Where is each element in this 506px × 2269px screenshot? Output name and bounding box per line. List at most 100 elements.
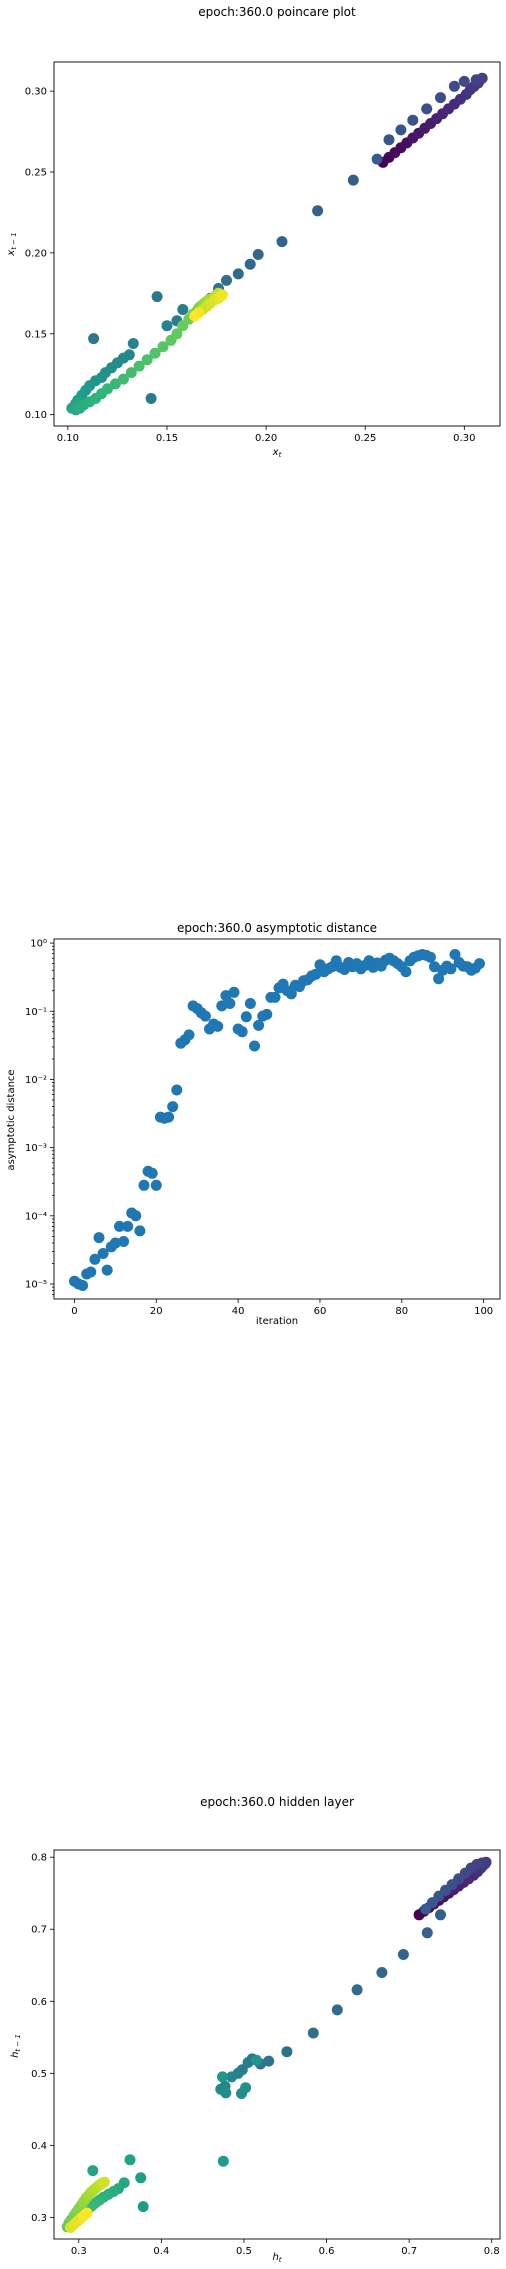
data-point [117,373,129,385]
data-point [157,341,169,353]
plot-area: 0.3 0.4 0.5 0.6 0.7 0.8 0.3 0.4 0.5 0.6 0.7 0.8 [31,1849,501,2257]
data-point [312,205,324,217]
data-point [130,1210,142,1222]
data-point [383,134,395,146]
data-point [236,1026,248,1038]
x-tick-label: 0.7 [401,2246,417,2257]
data-point [93,1232,105,1244]
data-point [429,961,440,973]
data-point [77,1280,89,1291]
plot-area: 0 20 40 60 80 100 10⁻⁵ 10⁻⁴ 10⁻³ 10⁻² 10⁻¹ 10⁰ [25,938,501,1317]
data-point [85,1266,97,1278]
data-point [252,249,264,260]
data-point [285,988,297,1000]
data-point [347,174,359,186]
data-point [114,1220,125,1232]
y-tick-label: 0.7 [31,1925,47,1936]
data-point [281,2046,293,2058]
data-point [250,2054,262,2066]
y-tick-label: 10⁻⁵ [25,1280,47,1291]
data-point [376,1967,388,1978]
data-point [458,75,470,87]
x-tick-label: 0.30 [453,433,475,444]
y-tick-label: 0.5 [31,2069,47,2080]
data-point [151,291,163,303]
data-point [122,1220,134,1232]
x-tick-label: 0.10 [57,433,79,444]
data-point [221,274,232,286]
data-point [127,338,139,349]
data-point [421,103,433,115]
chart-title: epoch:360.0 poincare plot [198,5,356,19]
data-point [331,2004,343,2016]
x-tick-label: 0.5 [236,2246,252,2257]
data-point [244,998,256,1009]
axes-frame [53,938,501,1300]
data-point [141,354,153,366]
data-point [232,268,244,280]
data-point [167,1101,179,1113]
data-point [448,80,460,92]
y-tick-label: 0.20 [25,248,47,259]
data-point [435,92,446,104]
plot-area: 0.10 0.15 0.20 0.25 0.30 0.10 0.15 0.20 0.25 0.3… [25,61,501,444]
x-tick-label: 80 [395,1306,408,1317]
data-point [137,2201,149,2213]
data-point [135,2172,147,2184]
y-tick-label: 0.3 [31,2213,47,2224]
data-point [307,2027,319,2039]
data-point [109,378,121,390]
data-point [276,236,288,248]
data-point [133,360,145,372]
data-point [371,153,383,165]
data-point [149,347,161,359]
x-tick-label: 20 [150,1306,163,1317]
data-point [138,1179,150,1191]
data-point [163,1111,175,1123]
y-tick-label: 10⁻³ [25,1143,47,1154]
y-tick-label: 0.8 [31,1853,47,1864]
data-point [395,124,407,136]
data-point [161,320,173,332]
data-point [261,1008,273,1020]
data-point [397,1949,409,1960]
y-tick-label: 10⁰ [30,939,47,950]
data-point [134,1225,146,1237]
data-point [183,1029,195,1041]
y-tick-label: 0.6 [31,1997,47,2008]
y-axis-label: xt − 1 [6,232,18,256]
data-point [433,973,445,985]
data-point [199,1010,211,1022]
x-tick-label: 60 [314,1306,327,1317]
data-point [253,1019,265,1031]
axes-frame [53,1849,501,2240]
x-axis-label: xt [272,447,282,459]
x-tick-label: 100 [474,1306,493,1317]
y-axis-label: asymptotic distance [6,1069,17,1170]
x-axis-label: ht [272,2252,281,2264]
data-point [226,2071,238,2083]
chart-title: epoch:360.0 hidden layer [200,1795,354,1809]
data-point [470,74,482,86]
data-point [217,2155,229,2167]
data-point [145,393,157,404]
data-point [400,966,412,978]
data-point [171,1084,183,1096]
x-tick-label: 0.15 [156,433,178,444]
data-point [244,258,256,270]
y-tick-label: 0.10 [25,410,47,421]
x-tick-label: 0.3 [71,2246,87,2257]
x-tick-label: 0 [71,1306,77,1317]
data-point [445,963,457,975]
y-tick-label: 0.15 [25,329,47,340]
data-point [171,328,183,340]
y-tick-label: 10⁻⁴ [25,1211,47,1222]
poincare-plot: epoch:360.0 poincare plot 0.10 0.15 0.20 0.… [6,5,501,459]
data-point [407,114,419,126]
data-point [97,1248,109,1259]
hidden-layer-plot: epoch:360.0 hidden layer 0.3 0.4 0.5 0.6 0.7… [10,1795,501,2264]
data-point [249,1040,260,1052]
data-point [101,1264,113,1276]
data-point [269,991,281,1003]
x-tick-label: 40 [232,1306,245,1317]
